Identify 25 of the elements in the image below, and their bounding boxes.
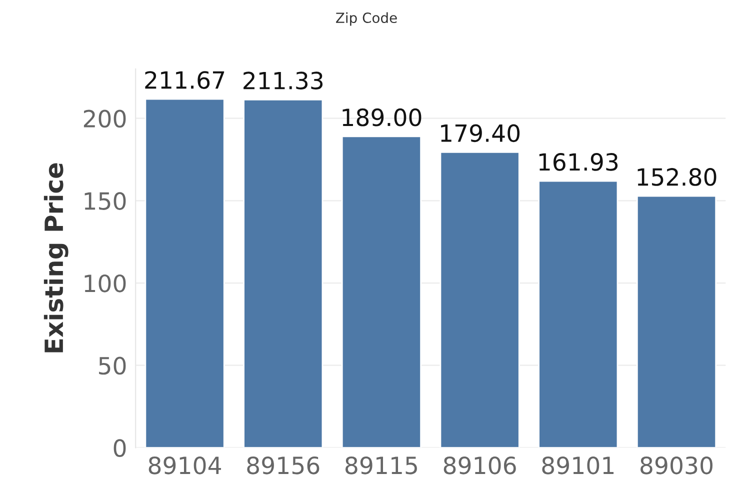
bar [636,195,717,448]
chart-title: Zip Code [336,12,397,26]
x-tick-label: 89030 [640,456,712,474]
y-tick-label: 0 [114,439,126,458]
data-label: 211.67 [145,71,224,89]
x-tick-label: 89106 [444,456,516,474]
x-tick-label: 89104 [148,456,222,474]
y-axis-title: Existing Price [44,163,68,352]
bar [243,98,324,448]
y-tick-label: 150 [84,192,126,210]
bar [144,98,225,448]
bar [440,152,520,448]
data-label: 152.80 [638,168,716,186]
data-label: 189.00 [342,108,422,126]
y-tick-label: 100 [84,274,126,292]
bar [538,180,618,448]
data-label: 161.93 [539,153,618,171]
x-tick-label: 89115 [346,456,417,474]
y-tick-label: 50 [99,356,126,375]
bar [341,136,422,448]
data-label: 211.33 [244,72,323,90]
x-tick-label: 89101 [542,456,614,474]
x-tick-label: 89156 [247,456,320,474]
y-tick-label: 200 [84,110,126,128]
data-label: 179.40 [441,124,520,142]
